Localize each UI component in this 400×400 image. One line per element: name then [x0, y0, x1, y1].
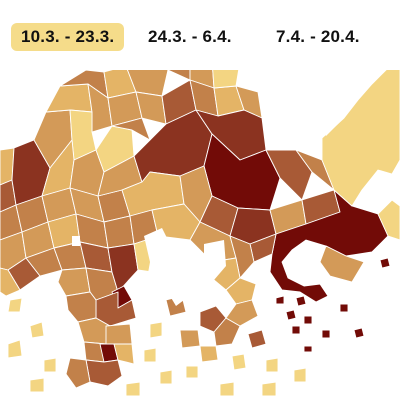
water-area: [320, 86, 356, 136]
water-area: [204, 240, 226, 280]
map-region[interactable]: [231, 353, 247, 371]
water-area: [72, 236, 80, 246]
water-gaps: [72, 86, 356, 306]
tab-date-range-2[interactable]: 24.3. - 6.4.: [148, 27, 232, 46]
map-region[interactable]: [275, 295, 285, 305]
map-region[interactable]: [43, 357, 57, 373]
map-region[interactable]: [247, 329, 267, 349]
map-region[interactable]: [303, 315, 313, 325]
map-region[interactable]: [179, 329, 201, 349]
map-region[interactable]: [285, 309, 297, 321]
map-region[interactable]: [261, 381, 277, 397]
map-region[interactable]: [291, 325, 301, 335]
map-region[interactable]: [0, 267, 21, 297]
map-region[interactable]: [319, 245, 365, 283]
map-region[interactable]: [353, 327, 365, 339]
tab-date-range-1[interactable]: 10.3. - 23.3.: [11, 23, 125, 51]
map-region[interactable]: [29, 377, 45, 393]
map-region[interactable]: [339, 303, 349, 313]
map-region[interactable]: [293, 367, 307, 383]
map-region[interactable]: [85, 359, 123, 387]
map-region[interactable]: [7, 339, 23, 359]
map-region[interactable]: [107, 243, 139, 293]
map-region[interactable]: [159, 369, 173, 385]
map-region[interactable]: [229, 235, 255, 279]
map-region[interactable]: [225, 299, 259, 327]
map-region[interactable]: [265, 357, 279, 373]
map-region[interactable]: [199, 345, 219, 363]
tab-date-range-3[interactable]: 7.4. - 20.4.: [276, 27, 360, 46]
map-region[interactable]: [185, 365, 199, 379]
map-region[interactable]: [143, 347, 157, 363]
map-region[interactable]: [125, 381, 141, 397]
map-region[interactable]: [303, 345, 313, 353]
water-area: [170, 290, 184, 306]
map-region[interactable]: [377, 199, 400, 241]
map-region[interactable]: [219, 381, 235, 397]
map-region[interactable]: [149, 321, 163, 339]
map-region[interactable]: [65, 291, 97, 323]
map-region[interactable]: [379, 257, 391, 269]
water-area: [144, 228, 174, 296]
map-region[interactable]: [57, 267, 91, 297]
map-region[interactable]: [95, 125, 135, 173]
map-region[interactable]: [65, 357, 91, 389]
map-region[interactable]: [225, 277, 257, 305]
map-region[interactable]: [321, 329, 331, 339]
map-region[interactable]: [105, 323, 133, 345]
map-region[interactable]: [295, 295, 307, 307]
map-region[interactable]: [265, 149, 313, 201]
map-region[interactable]: [103, 215, 135, 249]
map-region[interactable]: [213, 317, 241, 347]
map-region[interactable]: [45, 83, 93, 113]
map-region[interactable]: [321, 63, 400, 207]
map-region[interactable]: [113, 343, 135, 365]
map-region[interactable]: [29, 321, 45, 339]
map-region[interactable]: [7, 297, 23, 313]
map-region[interactable]: [87, 83, 113, 133]
date-range-tabs: 10.3. - 23.3. 24.3. - 6.4. 7.4. - 20.4.: [0, 0, 400, 70]
